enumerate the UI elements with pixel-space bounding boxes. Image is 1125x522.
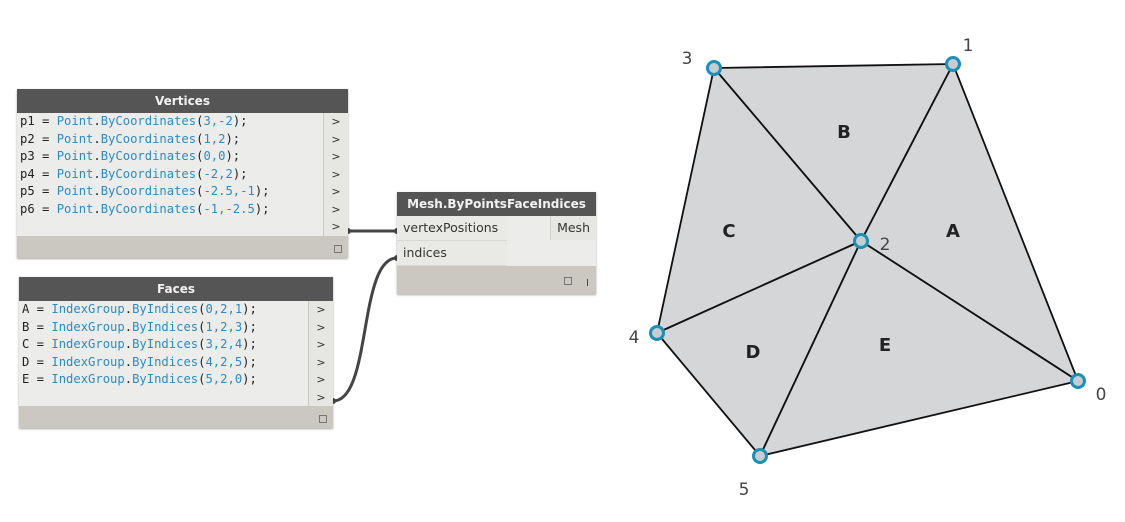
code-text: p2 = Point.ByCoordinates(1,2); bbox=[20, 131, 241, 146]
output-port[interactable]: > bbox=[308, 336, 333, 354]
output-port[interactable]: > bbox=[323, 148, 348, 166]
output-port[interactable]: > bbox=[323, 183, 348, 201]
vertex-point-5 bbox=[752, 448, 768, 464]
code-line[interactable]: p1 = Point.ByCoordinates(3,-2); > bbox=[17, 113, 348, 131]
node-footer: I bbox=[397, 266, 596, 294]
code-line[interactable]: p4 = Point.ByCoordinates(-2,2); > bbox=[17, 165, 348, 183]
faces-node-title[interactable]: Faces bbox=[19, 277, 333, 301]
mesh-node-ports: vertexPositions indices Mesh bbox=[397, 216, 596, 266]
vertex-label-2: 2 bbox=[880, 235, 891, 255]
input-port-vertexPositions[interactable]: vertexPositions bbox=[397, 216, 507, 241]
vertex-point-2 bbox=[853, 233, 869, 249]
input-port-indices[interactable]: indices bbox=[397, 241, 507, 266]
code-text: E = IndexGroup.ByIndices(5,2,0); bbox=[22, 372, 257, 386]
code-text: p1 = Point.ByCoordinates(3,-2); bbox=[20, 114, 248, 128]
code-text: p3 = Point.ByCoordinates(0,0); bbox=[20, 149, 241, 163]
preview-toggle-icon[interactable] bbox=[334, 244, 342, 253]
preview-toggle-icon[interactable] bbox=[319, 415, 327, 423]
vertex-label-4: 4 bbox=[629, 328, 640, 348]
vertices-node[interactable]: Vertices p1 = Point.ByCoordinates(3,-2);… bbox=[17, 89, 348, 258]
output-port[interactable]: > bbox=[323, 113, 348, 131]
code-text: p6 = Point.ByCoordinates(-1,-2.5); bbox=[20, 201, 270, 216]
output-port[interactable]: > bbox=[323, 130, 348, 148]
output-port-mesh[interactable]: Mesh bbox=[550, 216, 596, 240]
code-line[interactable]: p3 = Point.ByCoordinates(0,0); > bbox=[17, 148, 348, 166]
mesh-node[interactable]: Mesh.ByPointsFaceIndices vertexPositions… bbox=[397, 192, 596, 294]
vertex-label-3: 3 bbox=[682, 49, 693, 69]
code-text: D = IndexGroup.ByIndices(4,2,5); bbox=[22, 354, 257, 369]
code-line[interactable]: C = IndexGroup.ByIndices(3,2,4); > bbox=[19, 336, 333, 354]
code-text: C = IndexGroup.ByIndices(3,2,4); bbox=[22, 337, 257, 351]
code-text: A = IndexGroup.ByIndices(0,2,1); bbox=[22, 302, 257, 316]
faces-code-lines[interactable]: A = IndexGroup.ByIndices(0,2,1); > B = Ind… bbox=[19, 301, 333, 389]
code-line[interactable]: p2 = Point.ByCoordinates(1,2); > bbox=[17, 130, 348, 148]
code-line[interactable]: p6 = Point.ByCoordinates(-1,-2.5); > bbox=[17, 200, 348, 218]
vertex-label-5: 5 bbox=[739, 480, 750, 500]
mesh-vertices bbox=[649, 56, 1086, 464]
output-port[interactable]: > bbox=[323, 165, 348, 183]
output-port[interactable]: > bbox=[308, 301, 333, 319]
mesh-face-E bbox=[759, 240, 1079, 457]
vertices-node-title[interactable]: Vertices bbox=[17, 89, 348, 113]
face-label-B: B bbox=[837, 122, 851, 143]
output-port[interactable]: > bbox=[308, 353, 333, 371]
vertex-label-1: 1 bbox=[963, 36, 974, 56]
code-line[interactable]: p5 = Point.ByCoordinates(-2.5,-1); > bbox=[17, 183, 348, 201]
face-label-E: E bbox=[879, 335, 891, 356]
code-line[interactable]: A = IndexGroup.ByIndices(0,2,1); > bbox=[19, 301, 333, 319]
output-port[interactable]: > bbox=[323, 218, 348, 236]
face-label-A: A bbox=[946, 221, 960, 242]
node-footer bbox=[17, 235, 348, 258]
mesh-faces bbox=[656, 63, 1079, 457]
vertex-point-3 bbox=[706, 60, 722, 76]
code-line[interactable]: E = IndexGroup.ByIndices(5,2,0); > bbox=[19, 371, 333, 389]
vertex-point-1 bbox=[945, 56, 961, 72]
input-ports: vertexPositions indices bbox=[397, 216, 507, 266]
code-line[interactable]: D = IndexGroup.ByIndices(4,2,5); > bbox=[19, 353, 333, 371]
vertex-label-0: 0 bbox=[1096, 385, 1107, 405]
vertices-code-lines[interactable]: p1 = Point.ByCoordinates(3,-2); > p2 = Poi… bbox=[17, 113, 348, 218]
face-label-D: D bbox=[746, 342, 761, 363]
face-label-C: C bbox=[722, 221, 735, 242]
output-port[interactable]: > bbox=[308, 318, 333, 336]
code-line[interactable]: B = IndexGroup.ByIndices(1,2,3); > bbox=[19, 318, 333, 336]
output-port[interactable]: > bbox=[323, 200, 348, 218]
vertex-point-0 bbox=[1070, 373, 1086, 389]
node-footer bbox=[19, 406, 333, 428]
code-text: p4 = Point.ByCoordinates(-2,2); bbox=[20, 166, 248, 181]
output-ports: Mesh bbox=[507, 216, 596, 266]
code-text: B = IndexGroup.ByIndices(1,2,3); bbox=[22, 319, 257, 334]
faces-node[interactable]: Faces A = IndexGroup.ByIndices(0,2,1); > B… bbox=[19, 277, 333, 428]
vertex-point-4 bbox=[649, 325, 665, 341]
code-text: p5 = Point.ByCoordinates(-2.5,-1); bbox=[20, 184, 270, 198]
face-labels: A B C D E bbox=[722, 122, 960, 363]
output-port[interactable]: > bbox=[308, 371, 333, 389]
vertex-labels: 0 1 2 3 4 5 bbox=[629, 36, 1107, 500]
preview-toggle-icon[interactable] bbox=[564, 277, 572, 285]
mesh-node-title[interactable]: Mesh.ByPointsFaceIndices bbox=[397, 192, 596, 216]
output-port[interactable]: > bbox=[308, 388, 333, 406]
footer-mark: I bbox=[586, 278, 589, 289]
